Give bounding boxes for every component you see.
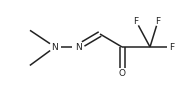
Text: F: F	[133, 17, 139, 26]
Text: N: N	[52, 42, 58, 51]
Text: O: O	[118, 69, 126, 79]
Text: F: F	[169, 42, 175, 51]
Text: N: N	[75, 42, 81, 51]
Text: F: F	[155, 17, 161, 26]
